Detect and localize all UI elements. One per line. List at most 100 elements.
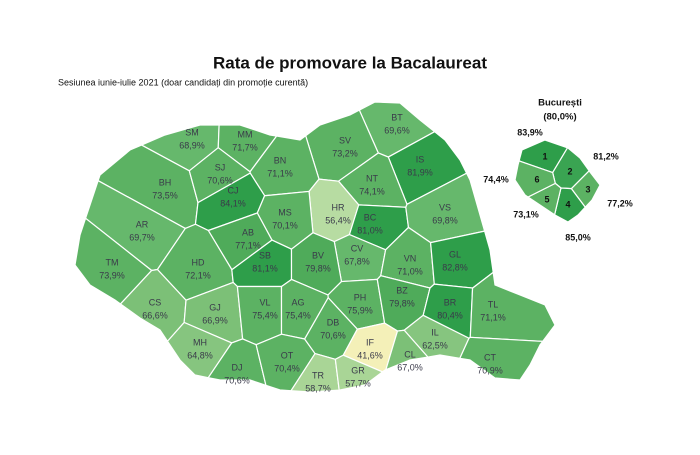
county-code: SM: [185, 127, 199, 137]
sector-value: 74,4%: [483, 174, 509, 184]
county-value: 70,1%: [272, 220, 298, 230]
county-code: BV: [312, 250, 324, 260]
county-value: 64,8%: [187, 350, 213, 360]
county-code: CJ: [228, 185, 239, 195]
county-code: DJ: [232, 362, 243, 372]
map-subtitle: Sesiunea iunie-iulie 2021 (doar candidaț…: [58, 77, 308, 87]
county-code: OT: [281, 350, 294, 360]
county: [334, 354, 384, 391]
county-code: CT: [484, 352, 496, 362]
county-code: TM: [106, 257, 119, 267]
county-value: 75,4%: [252, 310, 278, 320]
county-code: VS: [439, 202, 451, 212]
county-value: 73,9%: [99, 270, 125, 280]
county-code: NT: [366, 173, 378, 183]
county-code: MS: [278, 207, 292, 217]
county-value: 81,1%: [252, 263, 278, 273]
county-code: MH: [193, 337, 207, 347]
county: [166, 321, 233, 379]
county-value: 75,4%: [285, 310, 311, 320]
county-code: CS: [149, 297, 162, 307]
county-code: IS: [416, 154, 425, 164]
county-code: IL: [431, 327, 439, 337]
county-code: SJ: [215, 162, 226, 172]
county-value: 70,6%: [224, 375, 250, 385]
county-code: AB: [242, 227, 254, 237]
county-value: 75,9%: [347, 305, 373, 315]
sector-number: 5: [544, 194, 549, 204]
county-code: SB: [259, 250, 271, 260]
inset-total: (80,0%): [543, 112, 576, 123]
county-code: TL: [488, 299, 499, 309]
county-value: 79,8%: [305, 263, 331, 273]
county-code: HR: [332, 202, 345, 212]
county-code: SV: [339, 135, 351, 145]
county-code: BT: [391, 112, 403, 122]
county-value: 74,1%: [359, 186, 385, 196]
county-code: BZ: [396, 285, 408, 295]
county-value: 71,7%: [232, 142, 258, 152]
county: [469, 271, 556, 343]
county-code: BN: [274, 155, 287, 165]
county: [74, 217, 153, 305]
county-value: 71,1%: [480, 312, 506, 322]
county-value: 70,6%: [320, 330, 346, 340]
county: [207, 338, 267, 387]
county-code: CV: [351, 243, 364, 253]
sector-value: 85,0%: [565, 232, 591, 242]
county-value: 67,0%: [397, 362, 423, 372]
county-code: VL: [259, 297, 270, 307]
county-value: 56,4%: [325, 215, 351, 225]
county-code: MM: [238, 129, 253, 139]
county-code: PH: [354, 292, 367, 302]
county-value: 73,2%: [332, 148, 358, 158]
county-value: 80,4%: [437, 310, 463, 320]
county-value: 66,9%: [202, 315, 228, 325]
county-code: GJ: [209, 302, 221, 312]
county-value: 70,4%: [274, 363, 300, 373]
sector-value: 83,9%: [517, 127, 543, 137]
sector-number: 4: [565, 199, 570, 209]
county: [342, 322, 399, 373]
county-value: 58,7%: [305, 383, 331, 393]
county-code: IF: [366, 337, 375, 347]
county-value: 71,0%: [397, 266, 423, 276]
county-code: CL: [404, 349, 416, 359]
sector-number: 6: [534, 174, 539, 184]
county-value: 67,8%: [344, 256, 370, 266]
county-code: AR: [136, 219, 149, 229]
county-value: 69,8%: [432, 215, 458, 225]
county-value: 69,7%: [129, 232, 155, 242]
county-value: 73,5%: [152, 190, 178, 200]
county-value: 81,9%: [407, 167, 433, 177]
county-value: 68,9%: [179, 140, 205, 150]
county-code: DB: [327, 317, 340, 327]
county-value: 72,1%: [185, 270, 211, 280]
county-value: 81,0%: [357, 225, 383, 235]
county-value: 69,6%: [384, 125, 410, 135]
sector-number: 3: [585, 184, 590, 194]
county-value: 77,1%: [235, 240, 261, 250]
sector-number: 2: [567, 166, 572, 176]
map-title: Rata de promovare la Bacalaureat: [213, 53, 487, 72]
county-value: 66,6%: [142, 310, 168, 320]
county-code: HD: [192, 257, 205, 267]
county-value: 41,6%: [357, 350, 383, 360]
county-value: 62,5%: [422, 340, 448, 350]
county-value: 82,8%: [442, 262, 468, 272]
county-code: GL: [449, 249, 461, 259]
county-code: VN: [404, 253, 417, 263]
county: [458, 336, 544, 381]
county-code: BH: [159, 177, 172, 187]
county: [384, 329, 429, 371]
county-value: 84,1%: [220, 198, 246, 208]
county-code: BC: [364, 212, 377, 222]
county-value: 71,1%: [267, 168, 293, 178]
county-code: AG: [291, 297, 304, 307]
county-value: 79,8%: [389, 298, 415, 308]
sector-value: 73,1%: [513, 209, 539, 219]
inset-title: București: [538, 98, 582, 109]
county-code: TR: [312, 370, 324, 380]
county-value: 70,6%: [207, 175, 233, 185]
